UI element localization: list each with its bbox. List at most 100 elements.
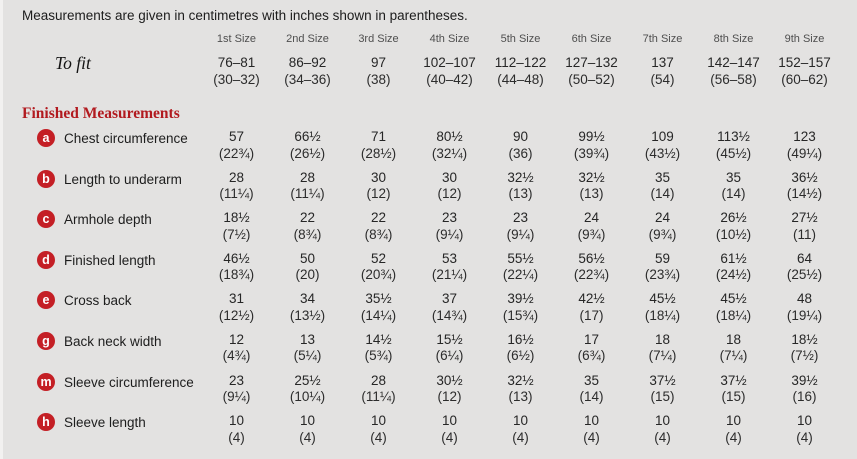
letter-badge-b: b <box>37 169 55 188</box>
inches-value: (14) <box>650 186 675 202</box>
inches-value: (14) <box>721 186 746 202</box>
cm-value: 10 <box>583 413 600 429</box>
inches-value: (40–42) <box>426 71 473 87</box>
measurement-cell: 14½ (5¾) <box>343 330 414 371</box>
inches-value: (22¾) <box>573 267 610 283</box>
inches-value: (13½) <box>289 307 326 323</box>
inches-value: (26½) <box>289 145 326 161</box>
measurement-cell: 24 (9¾) <box>556 208 627 249</box>
cm-value: 30 <box>441 169 458 185</box>
measurement-cell: 10 (4) <box>556 411 627 452</box>
measurement-cell: 10 (4) <box>769 411 840 452</box>
inches-value: (14) <box>579 389 604 405</box>
measurement-cell: 25½ (10¼) <box>272 371 343 412</box>
letter-badge-e: e <box>37 291 55 310</box>
cm-value: 39½ <box>507 291 534 307</box>
measurement-cell: 39½ (15¾) <box>485 289 556 330</box>
inches-value: (4) <box>512 429 529 445</box>
cm-value: 24 <box>654 210 671 226</box>
inches-value: (32¼) <box>431 145 468 161</box>
inches-value: (7¼) <box>719 348 748 364</box>
cm-value: 52 <box>370 250 387 266</box>
measurement-cell: 127–132 (50–52) <box>556 53 627 94</box>
cm-value: 10 <box>654 413 671 429</box>
cm-value: 46½ <box>223 250 250 266</box>
measurement-cell: 30 (12) <box>414 168 485 209</box>
measurement-name: Back neck width <box>64 333 162 349</box>
measurement-cell: 22 (8¾) <box>343 208 414 249</box>
cm-value: 102–107 <box>423 55 476 70</box>
cm-value: 18 <box>654 331 671 347</box>
measurement-cell: 10 (4) <box>272 411 343 452</box>
inches-value: (43½) <box>644 145 681 161</box>
inches-value: (10½) <box>715 226 752 242</box>
cm-value: 57 <box>228 129 245 144</box>
cm-value: 16½ <box>507 331 534 347</box>
measurement-cell: 109 (43½) <box>627 127 698 168</box>
inches-value: (18¼) <box>715 307 752 323</box>
letter-badge-c: c <box>37 210 55 229</box>
inches-value: (18¾) <box>218 267 255 283</box>
cm-value: 66½ <box>294 129 321 144</box>
measurement-label-cell: d Finished length <box>3 249 201 290</box>
cm-value: 152–157 <box>778 55 831 70</box>
cm-value: 31 <box>228 291 245 307</box>
measurement-cell: 142–147 (56–58) <box>698 53 769 94</box>
measurement-cell: 10 (4) <box>201 411 272 452</box>
measurement-cell: 18½ (7½) <box>201 208 272 249</box>
finished-measurements-heading: Finished Measurements <box>22 105 180 122</box>
inches-value: (6¼) <box>435 348 464 364</box>
cm-value: 50 <box>299 250 316 266</box>
inches-value: (22¼) <box>502 267 539 283</box>
measurement-cell: 48 (19¼) <box>769 289 840 330</box>
letter-badge-h: h <box>37 413 55 432</box>
cm-value: 97 <box>370 55 387 70</box>
cm-value: 109 <box>651 129 674 144</box>
cm-value: 28 <box>228 169 245 185</box>
measurement-cell: 80½ (32¼) <box>414 127 485 168</box>
cm-value: 123 <box>793 129 816 144</box>
cm-value: 142–147 <box>707 55 760 70</box>
cm-value: 37½ <box>720 372 747 388</box>
measurement-cell: 50 (20) <box>272 249 343 290</box>
measurement-cell: 37 (14¾) <box>414 289 485 330</box>
cm-value: 137 <box>651 55 674 70</box>
inches-value: (24½) <box>715 267 752 283</box>
cm-value: 90 <box>512 129 529 144</box>
cm-value: 32½ <box>578 169 605 185</box>
cm-value: 64 <box>796 250 813 266</box>
cm-value: 32½ <box>507 169 534 185</box>
inches-value: (7½) <box>790 348 819 364</box>
inches-value: (4) <box>796 429 813 445</box>
cm-value: 13 <box>299 331 316 347</box>
size-chart-table: 1st Size 2nd Size 3rd Size 4th Size 5th Size… <box>3 32 857 94</box>
inches-value: (12) <box>366 186 391 202</box>
cm-value: 71 <box>370 129 387 144</box>
cm-value: 10 <box>512 413 529 429</box>
measurement-name: Sleeve circumference <box>64 374 194 390</box>
letter-badge-d: d <box>37 250 55 269</box>
measurement-label-cell: a Chest circumference <box>3 127 201 168</box>
measurement-cell: 46½ (18¾) <box>201 249 272 290</box>
inches-value: (34–36) <box>284 71 331 87</box>
cm-value: 22 <box>370 210 387 226</box>
cm-value: 99½ <box>578 129 605 144</box>
inches-value: (17) <box>579 307 604 323</box>
measurement-row: h Sleeve length 10 (4) 10 (4) 10 (4) 10 (4) 10 (4) 1… <box>3 411 857 452</box>
measurement-label-cell: b Length to underarm <box>3 168 201 209</box>
cm-value: 32½ <box>507 372 534 388</box>
inches-value: (15¾) <box>502 307 539 323</box>
cm-value: 27½ <box>791 210 818 226</box>
letter-badge-a: a <box>37 129 55 147</box>
measurement-cell: 36½ (14½) <box>769 168 840 209</box>
measurement-row: b Length to underarm 28 (11¼) 28 (11¼) 30 (12) 3… <box>3 168 857 209</box>
cm-value: 45½ <box>720 291 747 307</box>
size-header-label: 8th Size <box>713 33 754 45</box>
measurement-cell: 57 (22¾) <box>201 127 272 168</box>
inches-value: (9¾) <box>648 226 677 242</box>
measurement-cell: 32½ (13) <box>556 168 627 209</box>
cm-value: 23 <box>512 210 529 226</box>
measurement-cell: 37½ (15) <box>627 371 698 412</box>
cm-value: 37 <box>441 291 458 307</box>
size-header-row: 1st Size 2nd Size 3rd Size 4th Size 5th Size… <box>3 32 857 46</box>
